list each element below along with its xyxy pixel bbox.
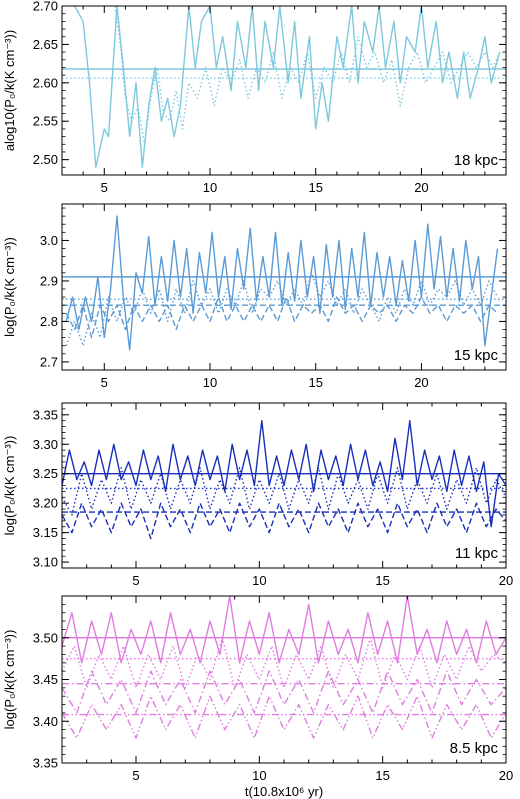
plot-frame: [61, 595, 507, 764]
x-axis-label: t(10.8x10⁶ yr): [245, 784, 323, 799]
y-tick-label: 3.45: [33, 672, 58, 687]
y-tick-label: 3.20: [33, 496, 58, 511]
y-tick-label: 3.40: [33, 714, 58, 729]
y-tick-label: 2.70: [33, 0, 58, 14]
series-line-dashed: [62, 502, 506, 540]
x-tick-label: 20: [499, 768, 513, 783]
y-tick-label: 3.50: [33, 630, 58, 645]
y-tick-label: 2.8: [40, 314, 58, 329]
x-tick-label: 5: [132, 768, 139, 783]
series-line-solid: [65, 215, 499, 351]
y-tick-label: 2.9: [40, 273, 58, 288]
series-line-dotted: [62, 467, 506, 516]
y-tick-label: 3.15: [33, 525, 58, 540]
series-line-dotted: [114, 6, 501, 145]
y-tick-label: 2.60: [33, 75, 58, 90]
panel-15kpc: 5 10 15 20 2.7 2.8 2.9 3.0 log(P₀/k(K cm⁻³)) 15 k…: [2, 203, 507, 390]
x-tick-label: 5: [101, 375, 108, 390]
y-tick-label: 2.50: [33, 152, 58, 167]
y-tick-label: 3.35: [33, 407, 58, 422]
x-tick-label: 15: [375, 768, 389, 783]
plot-area: [62, 6, 506, 168]
y-axis-label: log(P₀/k(K cm⁻³)): [2, 630, 17, 730]
y-tick-label: 3.0: [40, 233, 58, 248]
panel-annotation: 15 kpc: [454, 347, 499, 364]
y-tick-label: 3.25: [33, 466, 58, 481]
panel-18kpc: 5 10 15 20 2.50 2.55 2.60 2.65 2.70 alog10(P₀/k(K…: [2, 0, 507, 195]
x-tick-label: 20: [499, 573, 513, 588]
panel-8-5kpc: 5 10 15 20 3.35 3.40 3.45 3.50 log(P₀/k(K cm⁻³))…: [2, 595, 513, 799]
y-tick-label: 3.35: [33, 756, 58, 771]
y-axis-label: alog10(P₀/k(K cm⁻³)): [2, 30, 17, 151]
plot-frame: [61, 203, 507, 371]
series-line-dashdot: [62, 670, 506, 714]
panel-annotation: 11 kpc: [455, 545, 499, 562]
y-tick-label: 3.10: [33, 555, 58, 570]
x-tick-label: 15: [308, 180, 322, 195]
series-line-solid: [62, 420, 506, 528]
x-tick-label: 10: [252, 573, 266, 588]
series-line-solid: [62, 596, 506, 664]
x-tick-label: 15: [308, 375, 322, 390]
x-tick-label: 20: [414, 180, 428, 195]
y-tick-label: 2.65: [33, 37, 58, 52]
x-tick-label: 10: [252, 768, 266, 783]
x-tick-label: 10: [203, 375, 217, 390]
x-tick-label: 20: [414, 375, 428, 390]
x-tick-label: 10: [203, 180, 217, 195]
y-axis-label: log(P₀/k(K cm⁻³)): [2, 436, 17, 536]
series-line-solid: [74, 6, 501, 168]
series-line-dashdotdot: [62, 695, 506, 739]
y-axis-label: log(P₀/k(K cm⁻³)): [2, 237, 17, 337]
x-tick-label: 15: [375, 573, 389, 588]
y-tick-label: 2.55: [33, 114, 58, 129]
panel-11kpc: 5 10 15 20 3.10 3.15 3.20 3.25 3.30 3.35 log(P₀/k(…: [2, 402, 513, 588]
y-tick-label: 3.30: [33, 437, 58, 452]
y-tick-label: 2.7: [40, 354, 58, 369]
plot-area: [62, 215, 506, 351]
series-line-dotted: [65, 272, 499, 347]
plot-area: [62, 420, 506, 540]
x-tick-label: 5: [132, 573, 139, 588]
panel-annotation: 8.5 kpc: [450, 740, 499, 757]
panel-annotation: 18 kpc: [454, 152, 499, 169]
plot-area: [62, 596, 506, 739]
x-tick-label: 5: [101, 180, 108, 195]
